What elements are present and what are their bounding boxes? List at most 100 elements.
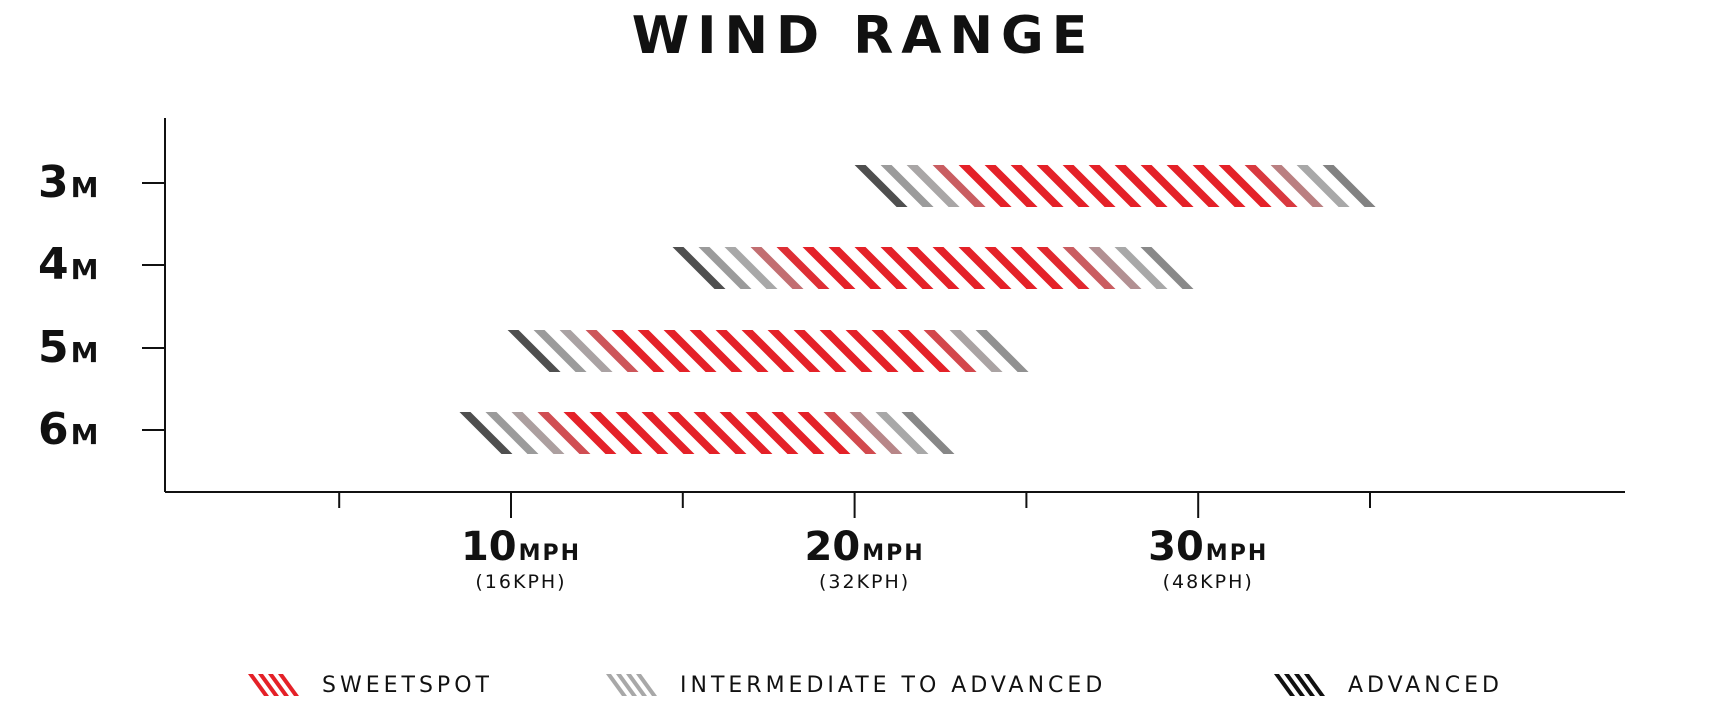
stripe [1296, 165, 1350, 207]
row-label-number: 4 [38, 239, 69, 290]
stripe [615, 412, 669, 454]
stripe [1036, 247, 1090, 289]
stripe [611, 330, 665, 372]
stripe [1140, 247, 1194, 289]
chart-axes [142, 118, 1625, 518]
stripe [533, 330, 587, 372]
tick-unit: MPH [1205, 541, 1269, 566]
x-tick-label-30: 30MPH (48KPH) [1098, 527, 1318, 593]
stripe [897, 330, 951, 372]
stripe [854, 247, 908, 289]
stripe [459, 412, 513, 454]
stripe [984, 247, 1038, 289]
stripe [880, 247, 934, 289]
stripe [1062, 165, 1116, 207]
stripe [741, 330, 795, 372]
stripe [828, 247, 882, 289]
legend-stripe [258, 674, 279, 696]
range-bars [459, 165, 1376, 454]
stripe [1218, 165, 1272, 207]
stripe [559, 330, 613, 372]
legend-stripe [636, 674, 657, 696]
legend-stripe [268, 674, 289, 696]
legend-swatch-advanced [1274, 674, 1325, 696]
stripe [958, 247, 1012, 289]
legend-label-sweetspot: SWEETSPOT [322, 672, 493, 698]
tick-unit: MPH [862, 541, 925, 566]
stripe [724, 247, 778, 289]
legend-stripe [626, 674, 647, 696]
legend-label-intermediate: INTERMEDIATE TO ADVANCED [680, 672, 1107, 698]
stripe [663, 330, 717, 372]
tick-kph: (32KPH) [818, 571, 911, 593]
row-label-5m: 5M [38, 326, 99, 370]
tick-number: 20 [804, 524, 861, 570]
stripe [1140, 165, 1194, 207]
row-label-unit: M [70, 418, 99, 451]
tick-value: 10MPH [411, 527, 631, 567]
range-bar-6m [459, 412, 955, 454]
stripe [750, 247, 804, 289]
stripe [767, 330, 821, 372]
row-label-number: 5 [38, 322, 69, 373]
stripe [1192, 165, 1246, 207]
stripe [849, 412, 903, 454]
stripe [932, 247, 986, 289]
tick-number: 10 [460, 524, 517, 570]
legend-stripe [1294, 674, 1315, 696]
legend-item-sweetspot: SWEETSPOT [246, 670, 493, 700]
stripe [689, 330, 743, 372]
tick-kph: (48KPH) [1162, 571, 1254, 593]
stripe [875, 412, 929, 454]
x-tick-label-20: 20MPH (32KPH) [755, 527, 975, 593]
stripe [637, 330, 691, 372]
stripe [1114, 247, 1168, 289]
row-label-3m: 3M [38, 161, 99, 205]
legend-swatch-intermediate [606, 674, 657, 696]
stripe [880, 165, 934, 207]
legend-swatch-sweetspot [248, 674, 299, 696]
stripe [797, 412, 851, 454]
stripe [906, 247, 960, 289]
row-label-6m: 6M [38, 408, 99, 452]
stripe [667, 412, 721, 454]
range-bar-4m [672, 247, 1194, 289]
range-bar-5m [507, 330, 1029, 372]
legend-stripe [1274, 674, 1295, 696]
stripe [854, 165, 908, 207]
row-label-number: 3 [38, 157, 69, 208]
stripe [949, 330, 1003, 372]
tick-kph: (16KPH) [475, 571, 567, 593]
stripe [672, 247, 726, 289]
row-label-4m: 4M [38, 243, 99, 287]
stripe [1088, 165, 1142, 207]
stripe [537, 412, 591, 454]
legend-stripe [1284, 674, 1305, 696]
row-label-number: 6 [38, 404, 69, 455]
stripe [1114, 165, 1168, 207]
stripe [507, 330, 561, 372]
stripe [1166, 165, 1220, 207]
legend-stripe [606, 674, 627, 696]
stripe [719, 412, 773, 454]
stripe [1010, 165, 1064, 207]
stripe [932, 165, 986, 207]
stripe [698, 247, 752, 289]
row-label-unit: M [70, 253, 99, 286]
tick-unit: MPH [518, 541, 582, 566]
row-label-unit: M [70, 336, 99, 369]
stripe [589, 412, 643, 454]
legend-stripe [616, 674, 637, 696]
stripe [511, 412, 565, 454]
stripe [771, 412, 825, 454]
stripe [923, 330, 977, 372]
stripe [802, 247, 856, 289]
stripe [641, 412, 695, 454]
tick-value: 30MPH [1098, 527, 1318, 567]
stripe [1036, 165, 1090, 207]
stripe [1244, 165, 1298, 207]
legend-stripe [248, 674, 269, 696]
stripe [745, 412, 799, 454]
stripe [563, 412, 617, 454]
